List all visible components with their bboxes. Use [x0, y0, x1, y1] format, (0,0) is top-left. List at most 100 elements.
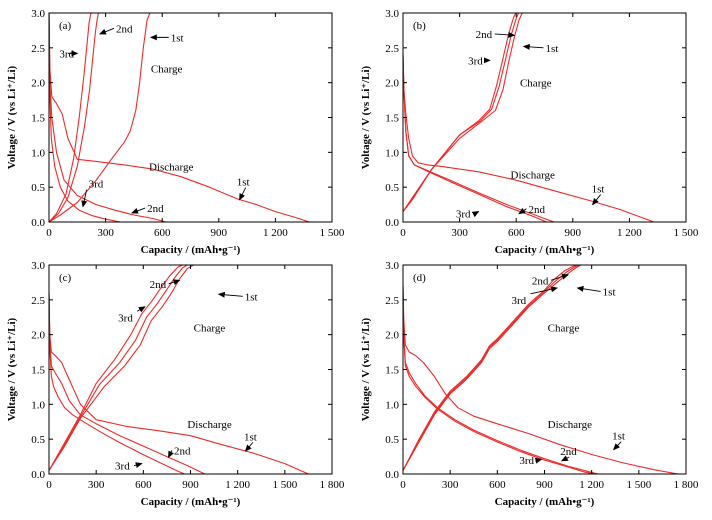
series-3rd-charge-line — [49, 265, 183, 471]
x-tick-label: 0 — [46, 479, 52, 491]
x-tick-label: 1 800 — [674, 479, 699, 491]
annotation-label: Discharge — [548, 419, 593, 431]
annotation-arrow — [99, 27, 115, 35]
annotation-label: 3rd — [118, 312, 133, 324]
y-tick-label: 3.0 — [385, 8, 399, 20]
y-tick-label: 3.0 — [31, 260, 45, 272]
curves — [403, 13, 655, 222]
x-tick-label: 1 200 — [617, 227, 642, 239]
x-tick-label: 300 — [442, 479, 459, 491]
annotation-label: 3rd — [115, 461, 130, 473]
annotation-arrow — [612, 441, 622, 451]
x-tick-label: 1 500 — [272, 479, 297, 491]
series-1st-charge-line — [49, 265, 194, 471]
annotation-arrow — [550, 273, 570, 281]
series-2nd-charge-line — [49, 265, 188, 471]
series-1st-charge-line — [403, 13, 523, 212]
annotation-arrow — [133, 462, 143, 469]
annotation-label: 1st — [612, 431, 625, 443]
y-tick-label: 0.5 — [31, 434, 45, 446]
y-tick-label: 0.0 — [31, 469, 45, 481]
annotation-arrow — [534, 457, 543, 464]
series-3rd-charge-line — [403, 13, 517, 212]
annotation-label: 1st — [592, 184, 605, 196]
panel-label: (d) — [413, 272, 426, 284]
y-tick-label: 2.5 — [385, 295, 399, 307]
annotation-label: Discharge — [187, 419, 232, 431]
y-tick-label: 0.5 — [385, 434, 399, 446]
annotation-label: 2nd — [116, 23, 133, 35]
annotation-arrow — [560, 455, 570, 462]
plot-frame — [48, 264, 333, 475]
x-tick-label: 900 — [182, 479, 199, 491]
annotation-arrow — [239, 187, 247, 201]
series-2nd-charge-line — [49, 13, 99, 222]
x-tick-label: 600 — [135, 479, 152, 491]
annotation-arrow — [518, 207, 527, 215]
y-tick-label: 1.0 — [385, 147, 399, 159]
x-tick-label: 1 200 — [263, 227, 288, 239]
x-tick-label: 600 — [489, 479, 506, 491]
annotation-label: Charge — [548, 323, 580, 335]
annotation-label: 2nd — [150, 279, 167, 291]
x-axis-label: Capacity / (mAh•g⁻¹) — [495, 244, 595, 256]
y-tick-label: 1.0 — [31, 147, 45, 159]
y-tick-label: 1.0 — [31, 399, 45, 411]
annotation-label: 3rd — [519, 455, 534, 467]
annotation-arrow — [131, 207, 146, 214]
y-tick-label: 2.0 — [385, 330, 399, 342]
y-tick-label: 0.0 — [385, 469, 399, 481]
curves — [49, 265, 309, 474]
annotation-label: 2nd — [476, 29, 493, 41]
panel-1: 0 300 600 900 1 200 1 500 0.0 0.5 1.0 1.5 2.0 2.5 3.… — [6, 8, 345, 256]
y-tick-label: 2.0 — [385, 78, 399, 90]
series-2nd-charge-line — [403, 13, 520, 212]
x-tick-label: 600 — [154, 227, 171, 239]
x-tick-label: 300 — [88, 479, 105, 491]
panel-2: 0 300 600 900 1 200 1 500 0.0 0.5 1.0 1.5 2.0 2.5 3.… — [360, 8, 699, 256]
x-tick-label: 0 — [400, 227, 406, 239]
y-tick-label: 3.0 — [31, 8, 45, 20]
y-axis-label: Voltage / V (vs Li⁺/Li) — [360, 65, 372, 169]
x-tick-label: 600 — [508, 227, 525, 239]
curves — [403, 265, 679, 474]
series-1st-discharge-line — [49, 292, 309, 474]
annotation-arrow — [168, 450, 174, 459]
annotation-arrow — [591, 194, 602, 206]
annotation-arrow — [522, 43, 544, 50]
y-tick-label: 1.5 — [31, 113, 45, 125]
x-tick-label: 1 200 — [225, 479, 250, 491]
panel-3: 0 300 600 900 1 200 1 500 1 800 0.0 0.5 1.0 1.5 2.0… — [6, 260, 345, 508]
x-axis-label: Capacity / (mAh•g⁻¹) — [141, 496, 241, 508]
panel-4: 0 300 600 900 1 200 1 500 1 800 0.0 0.5 1.0 1.5 2.0… — [360, 260, 699, 508]
annotation-label: Discharge — [149, 161, 194, 173]
annotation-label: 3rd — [468, 55, 483, 67]
x-tick-label: 1 800 — [320, 479, 345, 491]
y-tick-label: 1.0 — [385, 399, 399, 411]
annotation-label: Charge — [151, 64, 183, 76]
annotation-arrow — [81, 189, 88, 208]
x-tick-label: 900 — [211, 227, 228, 239]
annotation-label: 1st — [245, 291, 258, 303]
annotation-label: 3rd — [59, 48, 74, 60]
series-1st-charge-line — [49, 13, 151, 222]
y-tick-label: 1.5 — [385, 113, 399, 125]
annotation-label: 2nd — [528, 204, 545, 216]
x-tick-label: 300 — [97, 227, 114, 239]
y-tick-label: 0.5 — [31, 182, 45, 194]
y-tick-label: 2.5 — [385, 43, 399, 55]
annotation-label: 1st — [545, 43, 558, 55]
annotation-label: 1st — [171, 32, 184, 44]
y-tick-label: 2.0 — [31, 78, 45, 90]
y-tick-label: 2.0 — [31, 330, 45, 342]
annotation-label: 1st — [244, 431, 257, 443]
y-tick-label: 0.5 — [385, 182, 399, 194]
annotation-label: 2nd — [147, 203, 164, 215]
series-2nd-discharge-line — [49, 13, 167, 222]
x-tick-label: 900 — [565, 227, 582, 239]
panel-label: (c) — [59, 272, 72, 284]
annotation-arrow — [244, 442, 254, 452]
series-1st-discharge-line — [403, 285, 679, 474]
y-axis-label: Voltage / V (vs Li⁺/Li) — [360, 317, 372, 421]
